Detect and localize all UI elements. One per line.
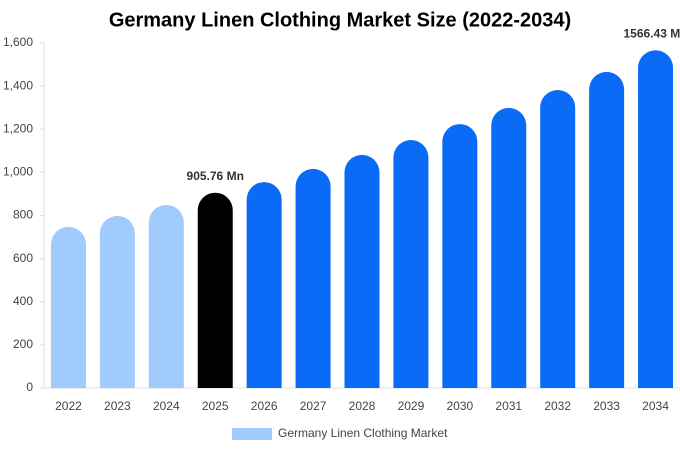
x-tick-label: 2023 <box>104 399 131 413</box>
data-label: 1566.43 Mn <box>624 26 680 40</box>
x-tick-label: 2034 <box>642 399 669 413</box>
y-tick-label: 600 <box>13 251 33 265</box>
x-tick-label: 2026 <box>251 399 278 413</box>
x-tick-label: 2031 <box>495 399 522 413</box>
y-tick-label: 400 <box>13 294 33 308</box>
x-tick-label: 2030 <box>446 399 473 413</box>
bar <box>442 124 478 388</box>
x-tick-label: 2025 <box>202 399 229 413</box>
bar <box>638 50 674 389</box>
x-tick-label: 2033 <box>593 399 620 413</box>
bar <box>540 90 576 388</box>
x-tick-label: 2022 <box>55 399 82 413</box>
x-tick-label: 2028 <box>349 399 376 413</box>
y-tick-label: 200 <box>13 337 33 351</box>
y-tick-label: 0 <box>26 380 33 394</box>
chart-title: Germany Linen Clothing Market Size (2022… <box>109 9 571 31</box>
bar <box>491 107 527 388</box>
x-tick-label: 2027 <box>300 399 327 413</box>
bar <box>99 215 135 388</box>
y-tick-label: 1,400 <box>3 78 33 92</box>
bar <box>148 204 184 388</box>
x-tick-label: 2032 <box>544 399 571 413</box>
x-tick-label: 2024 <box>153 399 180 413</box>
y-tick-label: 1,200 <box>3 121 33 135</box>
data-label: 905.76 Mn <box>187 169 244 183</box>
bar <box>246 182 282 388</box>
bar <box>50 226 86 388</box>
y-tick-label: 800 <box>13 208 33 222</box>
legend-swatch <box>232 428 272 440</box>
y-tick-label: 1,600 <box>3 35 33 49</box>
bar <box>197 192 233 388</box>
y-tick-label: 1,000 <box>3 165 33 179</box>
bar <box>295 168 331 388</box>
x-tick-label: 2029 <box>398 399 425 413</box>
bar <box>344 154 380 388</box>
bar <box>589 71 625 389</box>
bar <box>393 140 429 388</box>
legend-label: Germany Linen Clothing Market <box>278 426 448 440</box>
